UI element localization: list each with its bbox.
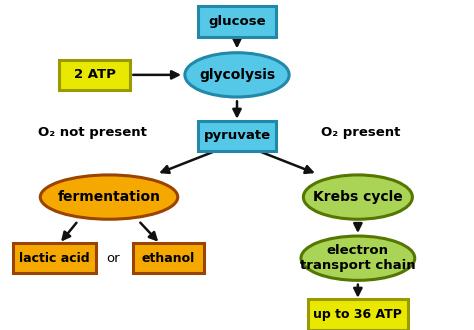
Text: or: or — [106, 252, 119, 265]
FancyBboxPatch shape — [198, 121, 276, 151]
Text: ethanol: ethanol — [142, 252, 195, 265]
Text: pyruvate: pyruvate — [203, 129, 271, 143]
Text: Krebs cycle: Krebs cycle — [313, 190, 403, 204]
FancyBboxPatch shape — [13, 243, 96, 274]
Ellipse shape — [185, 53, 289, 97]
Text: glucose: glucose — [208, 15, 266, 28]
Ellipse shape — [40, 175, 178, 219]
Text: 2 ATP: 2 ATP — [74, 68, 116, 82]
Text: fermentation: fermentation — [57, 190, 161, 204]
Text: up to 36 ATP: up to 36 ATP — [313, 308, 402, 321]
Text: O₂ not present: O₂ not present — [38, 126, 147, 139]
Text: O₂ present: O₂ present — [320, 126, 400, 139]
FancyBboxPatch shape — [308, 299, 408, 330]
Ellipse shape — [301, 236, 415, 280]
FancyBboxPatch shape — [133, 243, 204, 274]
FancyBboxPatch shape — [59, 60, 130, 90]
Text: lactic acid: lactic acid — [19, 252, 90, 265]
FancyBboxPatch shape — [198, 6, 276, 37]
Text: glycolysis: glycolysis — [199, 68, 275, 82]
Text: electron
transport chain: electron transport chain — [300, 244, 416, 272]
Ellipse shape — [303, 175, 412, 219]
